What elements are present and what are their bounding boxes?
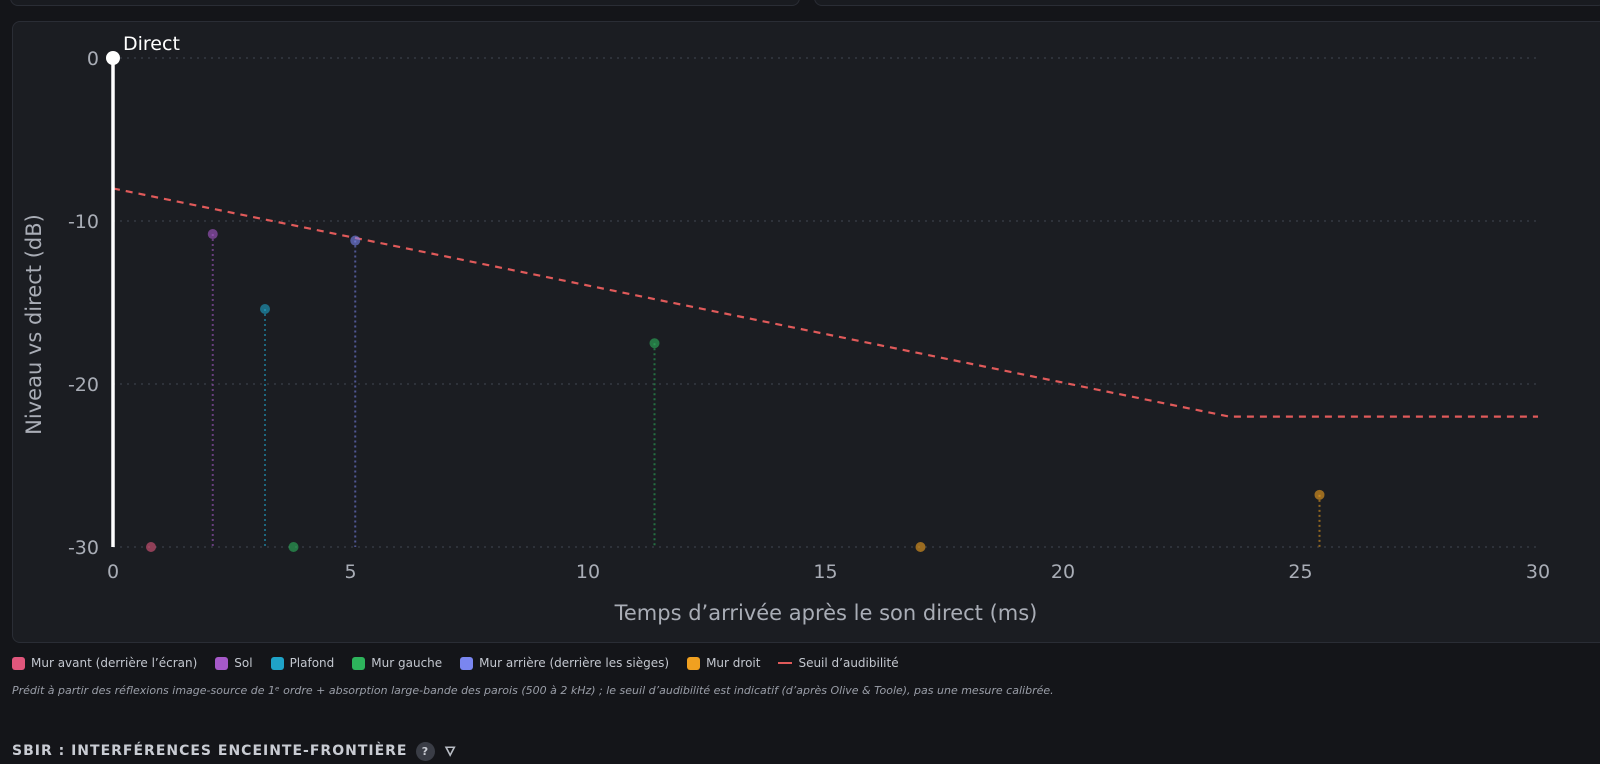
legend-item[interactable]: Sol [215, 656, 253, 670]
y-tick-label: -30 [68, 537, 99, 559]
x-tick-label: 20 [1051, 561, 1075, 583]
legend-label: Mur avant (derrière l’écran) [31, 656, 198, 670]
legend-swatch [12, 656, 25, 670]
legend-swatch [352, 656, 366, 670]
y-tick-label: -20 [68, 374, 99, 396]
legend-item-threshold[interactable]: Seuil d’audibilité [778, 656, 899, 670]
y-axis-label: Niveau vs direct (dB) [22, 214, 46, 435]
footnote: Prédit à partir des réflexions image-sou… [12, 684, 1054, 697]
x-tick-label: 15 [813, 561, 837, 583]
legend-label: Sol [234, 656, 253, 670]
x-tick-label: 0 [107, 561, 119, 583]
legend-label: Mur arrière (derrière les sièges) [479, 656, 670, 670]
legend-item[interactable]: Mur arrière (derrière les sièges) [460, 656, 669, 670]
reflection-chart: 0 -10 -20 -30 0 5 10 15 20 25 30 Temps d’arrivée ap… [22, 33, 1550, 625]
legend-item[interactable]: Mur avant (derrière l’écran) [12, 656, 197, 670]
legend-label: Mur gauche [371, 656, 443, 670]
flask-icon[interactable]: 🜄 [444, 745, 457, 760]
direct-label: Direct [123, 33, 180, 55]
legend-swatch [460, 656, 474, 670]
legend-swatch [687, 656, 701, 670]
x-axis-label: Temps d’arrivée après le son direct (ms) [614, 601, 1038, 625]
sbir-section-title: SBIR : INTERFÉRENCES ENCEINTE-FRONTIÈRE … [12, 738, 457, 764]
previous-panel-left [10, 0, 800, 6]
reflection-point-4-0 [350, 235, 361, 246]
legend-item[interactable]: Plafond [270, 656, 335, 670]
x-tick-label: 25 [1288, 561, 1312, 583]
y-tick-label: 0 [87, 48, 99, 70]
sbir-section-title-text: SBIR : INTERFÉRENCES ENCEINTE-FRONTIÈRE [12, 743, 408, 759]
y-tick-label: -10 [68, 211, 99, 233]
reflection-point-1-0 [207, 229, 218, 240]
legend-item[interactable]: Mur gauche [352, 656, 442, 670]
direct-point [106, 51, 120, 65]
legend-item[interactable]: Mur droit [687, 656, 760, 670]
x-tick-label: 5 [344, 561, 356, 583]
legend-label: Seuil d’audibilité [798, 656, 899, 670]
x-tick-label: 30 [1526, 561, 1550, 583]
legend-swatch [270, 656, 284, 670]
legend-label: Plafond [289, 656, 335, 670]
reflection-point-3-1 [649, 338, 660, 349]
legend-label: Mur droit [706, 656, 761, 670]
reflection-chart-card: 0 -10 -20 -30 0 5 10 15 20 25 30 Temps d’arrivée ap… [12, 21, 1600, 643]
legend-line-swatch [778, 662, 793, 664]
help-icon[interactable]: ? [415, 741, 435, 761]
chart-legend: Mur avant (derrière l’écran) Sol Plafond Mu… [12, 656, 917, 670]
reflection-point-2-0 [260, 304, 270, 315]
legend-swatch [215, 656, 229, 670]
x-tick-label: 10 [576, 561, 600, 583]
threshold-line [112, 187, 1538, 418]
reflection-point-5-1 [1314, 489, 1325, 500]
reflection-point-5-0 [915, 542, 926, 552]
reflection-point-3-0 [288, 542, 299, 552]
reflection-point-0-0 [146, 542, 156, 552]
previous-panel-right [814, 0, 1600, 6]
